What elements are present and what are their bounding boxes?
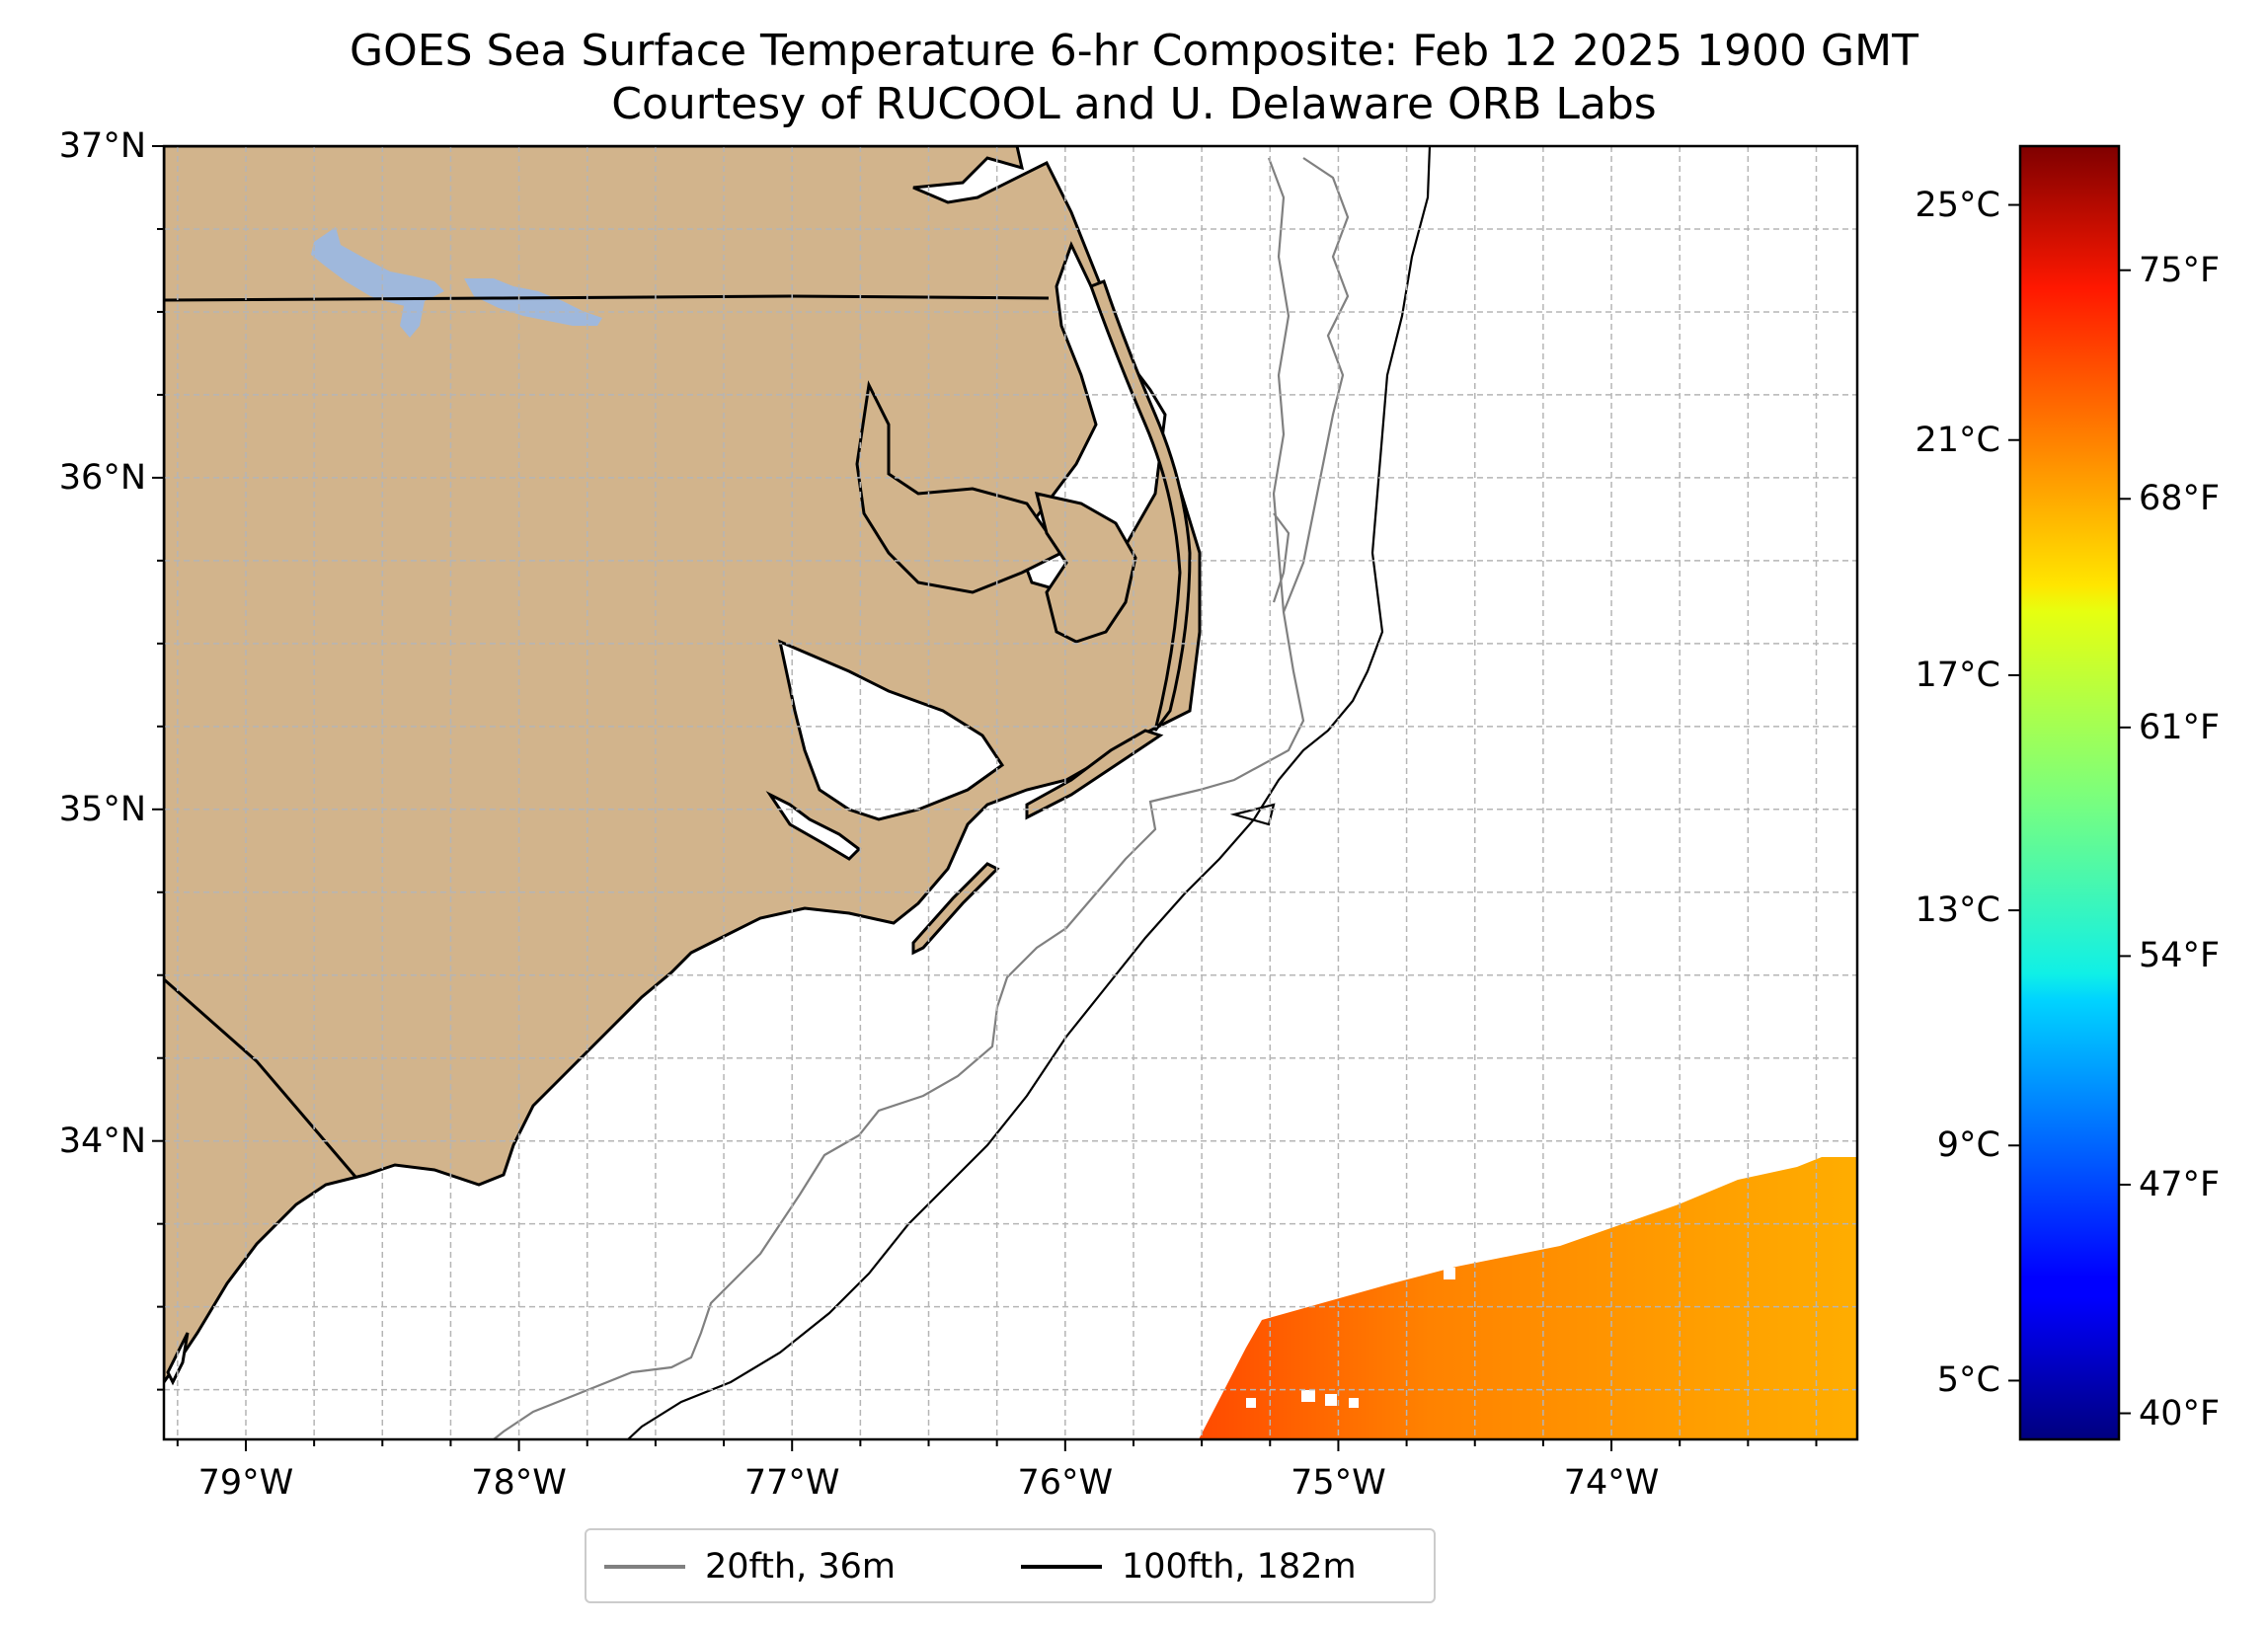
legend-line-20fth <box>604 1565 685 1569</box>
lon-label: 75°W <box>1290 1463 1386 1503</box>
colorbar-fahrenheit-label: 61°F <box>2139 707 2221 747</box>
colorbar-celsius-label: 5°C <box>1936 1360 2000 1401</box>
colorbar-fahrenheit-label: 40°F <box>2139 1393 2221 1433</box>
colorbar-ticks <box>2008 203 2131 1415</box>
colorbar-fahrenheit-label: 68°F <box>2139 479 2221 519</box>
map-frame <box>162 144 1859 1441</box>
colorbar-frame <box>2018 144 2121 1441</box>
colorbar <box>2020 146 2119 1439</box>
state-border-va-nc <box>164 294 1050 302</box>
colorbar-fahrenheit-label: 54°F <box>2139 936 2221 976</box>
sst-field <box>1199 1157 1857 1439</box>
lat-label: 35°N <box>58 789 146 829</box>
colorbar-celsius-label: 13°C <box>1915 890 2000 931</box>
lon-label: 76°W <box>1017 1463 1114 1503</box>
colorbar-celsius-label: 25°C <box>1915 185 2000 225</box>
lon-label: 74°W <box>1563 1463 1660 1503</box>
map-axis-ticks <box>152 145 1818 1451</box>
legend-item-20fth: 20fth, 36m <box>604 1542 896 1591</box>
legend-label-20fth: 20fth, 36m <box>705 1547 897 1587</box>
map-title-line1: GOES Sea Surface Temperature 6-hr Compos… <box>350 26 1918 76</box>
colorbar-fahrenheit-label: 47°F <box>2139 1164 2221 1204</box>
legend-label-100fth: 100fth, 182m <box>1122 1547 1357 1587</box>
colorbar-fahrenheit-label: 75°F <box>2139 250 2221 290</box>
lat-label: 36°N <box>58 457 146 498</box>
lat-label: 34°N <box>58 1121 146 1161</box>
lon-label: 79°W <box>197 1463 294 1503</box>
colorbar-celsius-label: 9°C <box>1936 1125 2000 1166</box>
state-border-nc-sc <box>164 977 357 1178</box>
map-title-line2: Courtesy of RUCOOL and U. Delaware ORB L… <box>611 79 1657 129</box>
map-gridlines <box>164 146 1857 1439</box>
legend-item-100fth: 100fth, 182m <box>1021 1542 1357 1591</box>
colorbar-celsius-label: 17°C <box>1915 655 2000 695</box>
lon-label: 77°W <box>743 1463 840 1503</box>
legend-line-100fth <box>1021 1565 1102 1569</box>
lake-gaston <box>311 227 602 338</box>
colorbar-celsius-label: 21°C <box>1915 420 2000 460</box>
lat-label: 37°N <box>58 126 146 166</box>
land <box>164 146 1202 1386</box>
lon-label: 78°W <box>471 1463 567 1503</box>
isobath-20fth <box>493 157 1350 1439</box>
isobath-legend: 20fth, 36m 100fth, 182m <box>585 1528 1436 1603</box>
